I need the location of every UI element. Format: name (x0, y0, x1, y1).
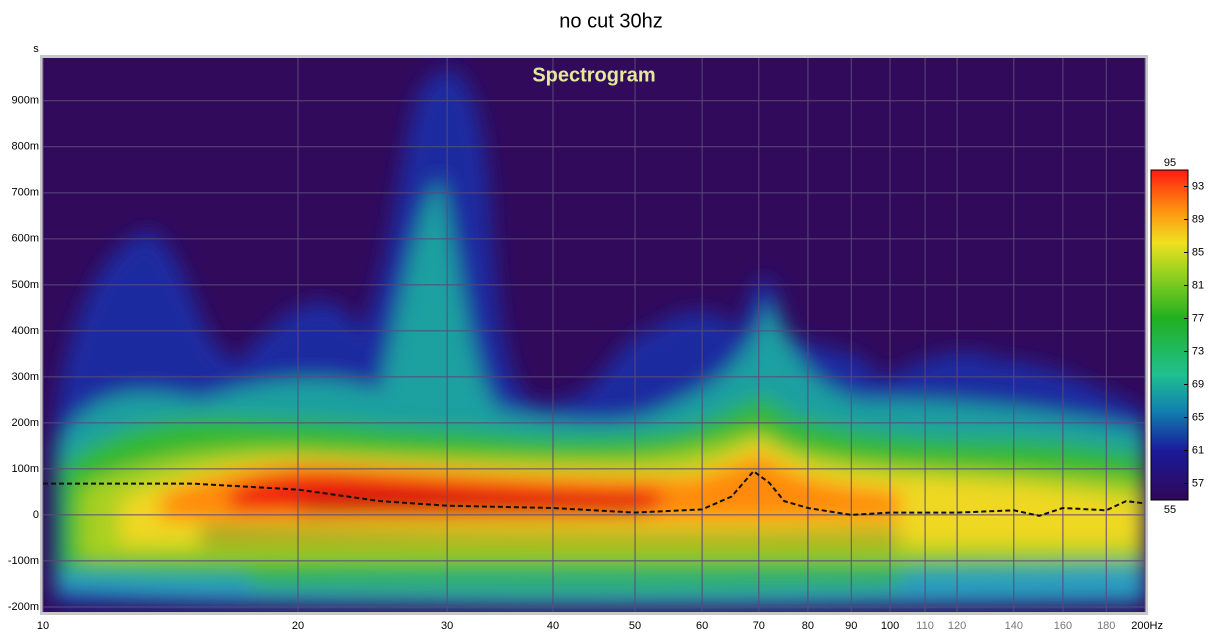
x-tick-label: 160 (1054, 620, 1072, 632)
y-tick-label: 500m (11, 279, 39, 291)
colorbar-tick-label: 93 (1192, 180, 1204, 192)
x-tick-label: 10 (37, 620, 49, 632)
chart-subtitle: Spectrogram (532, 64, 655, 86)
colorbar-tick-label: 77 (1192, 312, 1204, 324)
y-tick-label: 200m (11, 417, 39, 429)
x-tick-label: 50 (629, 620, 641, 632)
colorbar-tick-label: 95 (1164, 157, 1176, 169)
colorbar-tick-label: 55 (1164, 504, 1176, 516)
y-tick-label: -200m (8, 601, 39, 613)
x-tick-label: 100 (881, 620, 899, 632)
y-tick-label: 700m (11, 187, 39, 199)
spectrogram-heatmap (55, 69, 1145, 607)
marks (43, 469, 1146, 517)
colorbar-tick-label: 57 (1192, 477, 1204, 489)
x-tick-label: 30 (441, 620, 453, 632)
x-tick-label: 90 (845, 620, 857, 632)
x-tick-label: 140 (1005, 620, 1023, 632)
colorbar-tick-label: 81 (1192, 279, 1204, 291)
peak-line (43, 469, 1146, 517)
y-axis-label: s (33, 43, 39, 55)
x-tick-label: 20 (292, 620, 304, 632)
x-tick-label: 120 (948, 620, 966, 632)
y-tick-label: -100m (8, 555, 39, 567)
y-tick-label: 400m (11, 325, 39, 337)
colorbar-tick-label: 65 (1192, 411, 1204, 423)
x-tick-label: 60 (696, 620, 708, 632)
y-tick-label: 300m (11, 371, 39, 383)
colorbar-tick-label: 89 (1192, 213, 1204, 225)
y-tick-label: 900m (11, 95, 39, 107)
y-tick-label: 0 (33, 509, 39, 521)
colorbar (1150, 169, 1189, 501)
colorbar-tick-label: 85 (1192, 246, 1204, 258)
colorbar-tick-label: 61 (1192, 444, 1204, 456)
x-tick-label: 40 (547, 620, 559, 632)
colorbar-tick-label: 69 (1192, 378, 1204, 390)
chart-title: no cut 30hz (559, 10, 662, 32)
x-tick-label: 200Hz (1131, 620, 1163, 632)
grid (42, 58, 1146, 612)
x-tick-label: 180 (1097, 620, 1115, 632)
y-tick-label: 600m (11, 233, 39, 245)
x-tick-label: 80 (802, 620, 814, 632)
y-tick-label: 100m (11, 463, 39, 475)
x-tick-label: 70 (753, 620, 765, 632)
y-tick-label: 800m (11, 141, 39, 153)
x-tick-label: 110 (916, 620, 934, 632)
colorbar-tick-label: 73 (1192, 345, 1204, 357)
